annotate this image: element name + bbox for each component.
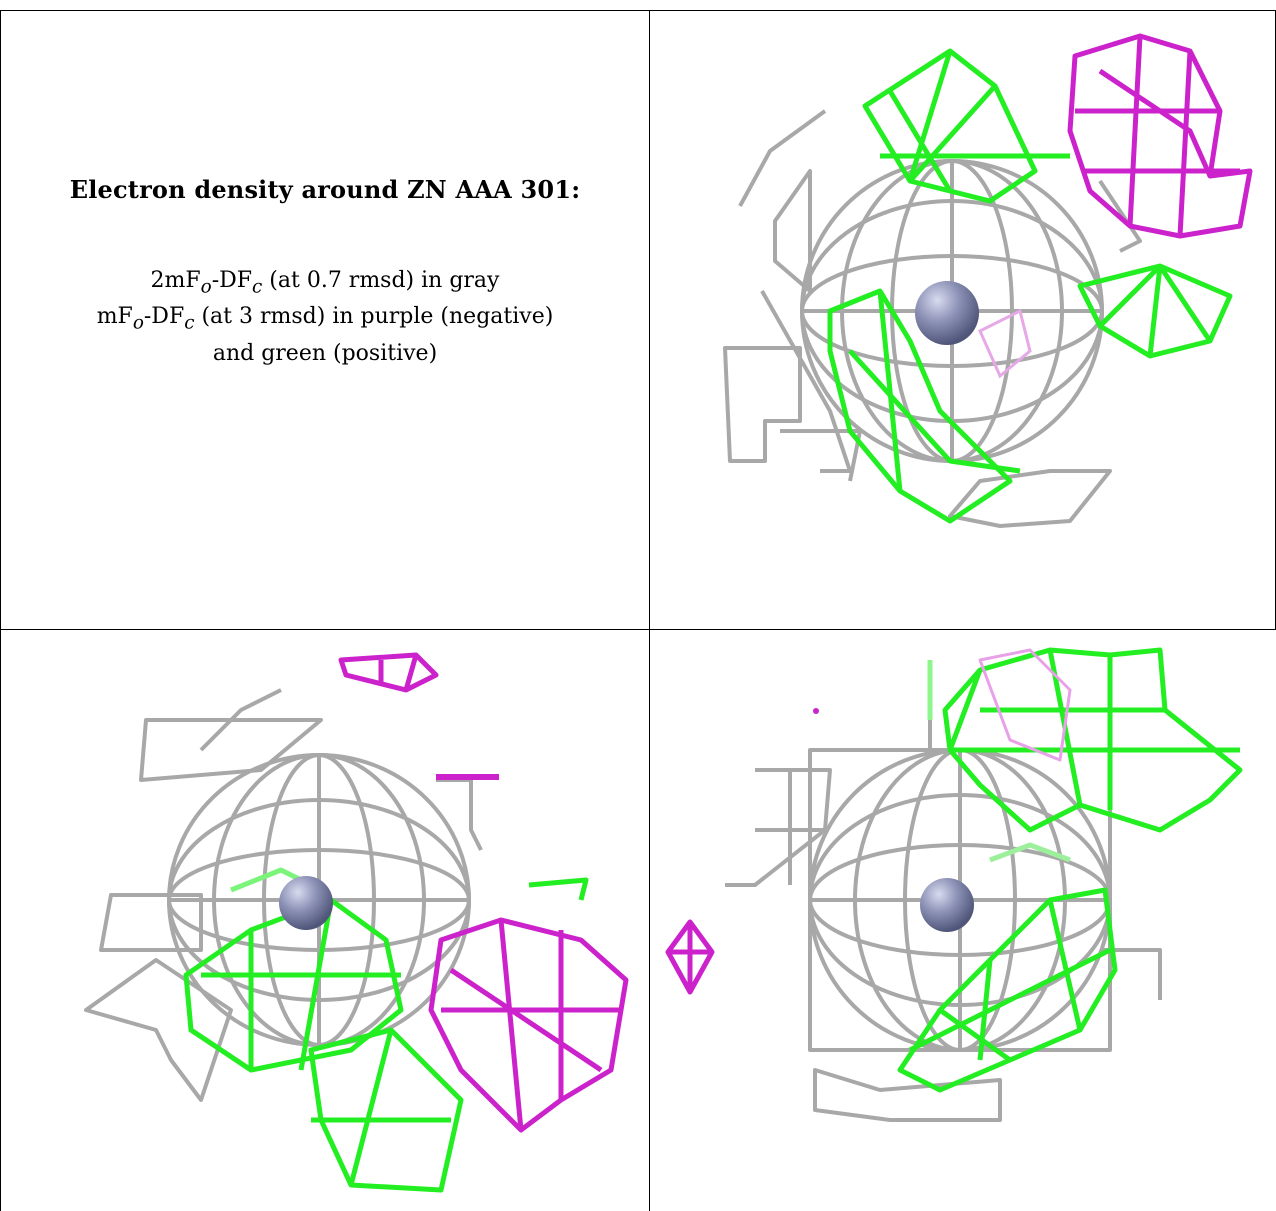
zinc-atom — [920, 878, 974, 932]
green-positive-mesh — [183, 867, 589, 1193]
purple-negative-mesh — [665, 648, 1072, 995]
zinc-atom — [279, 876, 333, 930]
green-positive-mesh — [827, 48, 1233, 524]
caption-line-legend: and green (positive) — [212, 340, 438, 366]
caption-cell: Electron density around ZN AAA 301: 2mFo… — [20, 175, 630, 369]
caption-line-2mfo: 2mFo-DFc (at 0.7 rmsd) in gray — [150, 268, 500, 298]
gray-2fo-mesh — [84, 688, 483, 1102]
green-positive-mesh — [897, 647, 1243, 1093]
density-view-bottom-left — [1, 630, 649, 1211]
caption-title: Electron density around ZN AAA 301: — [69, 175, 581, 204]
table-border-middle — [649, 10, 650, 1211]
density-view-bottom-right — [650, 630, 1275, 1211]
zinc-atom — [915, 281, 979, 345]
purple-faint-mesh — [978, 308, 1032, 379]
mesh-render-bottom-right — [665, 647, 1243, 1122]
caption-line-mfo: mFo-DFc (at 3 rmsd) in purple (negative) — [96, 304, 554, 334]
table-border-left — [0, 10, 1, 1211]
purple-negative-mesh — [338, 652, 629, 1133]
density-view-top-right — [650, 11, 1275, 629]
purple-negative-mesh — [1067, 33, 1253, 239]
table-border-mid — [0, 629, 1276, 630]
mesh-render-top-right — [723, 33, 1253, 528]
mesh-render-bottom-left — [84, 652, 629, 1193]
table-border-top — [0, 10, 1276, 11]
